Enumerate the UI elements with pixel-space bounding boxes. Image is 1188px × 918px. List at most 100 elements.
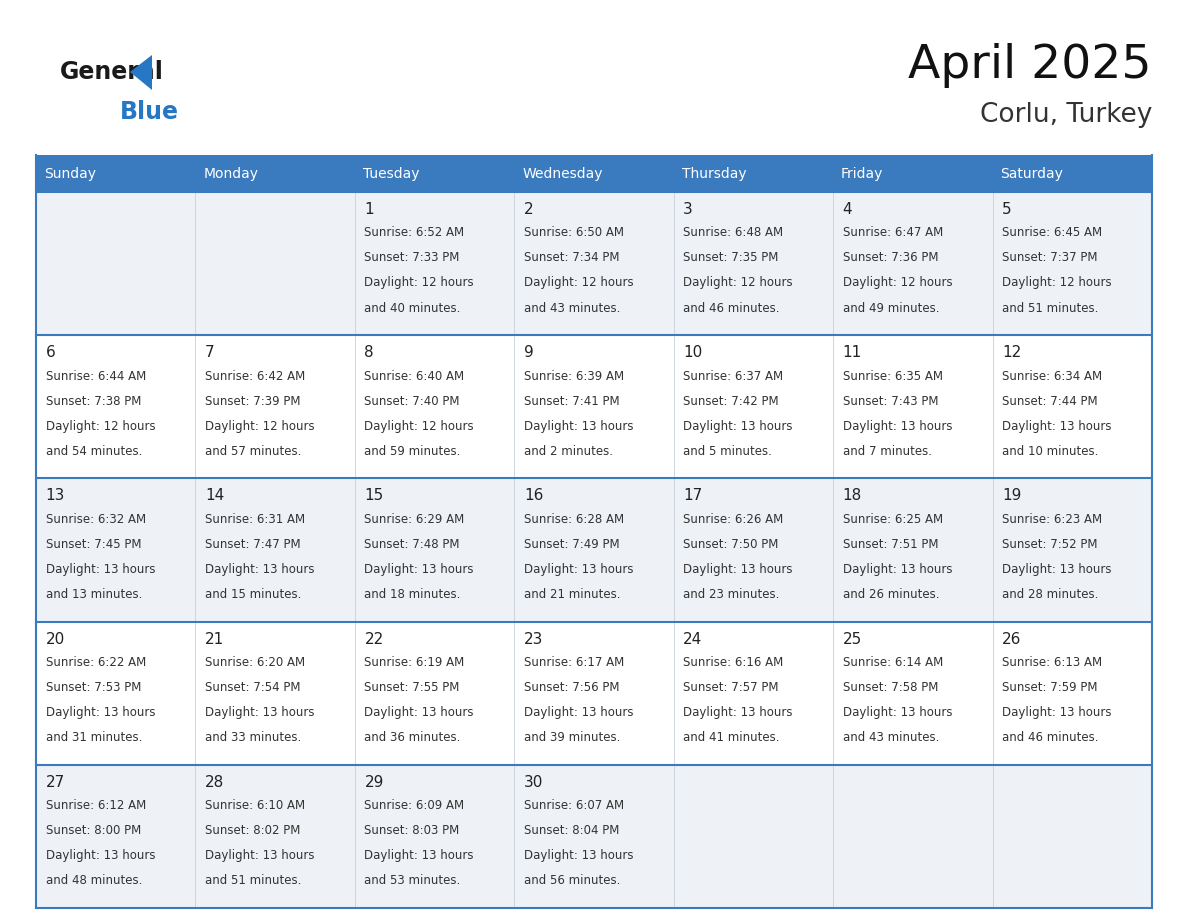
Text: Sunset: 7:39 PM: Sunset: 7:39 PM [206, 395, 301, 408]
Text: and 49 minutes.: and 49 minutes. [842, 301, 940, 315]
Text: Sunrise: 6:47 AM: Sunrise: 6:47 AM [842, 227, 943, 240]
Text: Sunset: 7:50 PM: Sunset: 7:50 PM [683, 538, 778, 551]
Text: Sunset: 7:36 PM: Sunset: 7:36 PM [842, 252, 939, 264]
Text: Sunset: 7:57 PM: Sunset: 7:57 PM [683, 681, 779, 694]
Text: Sunset: 7:43 PM: Sunset: 7:43 PM [842, 395, 939, 408]
Text: 15: 15 [365, 488, 384, 503]
Text: Sunrise: 6:23 AM: Sunrise: 6:23 AM [1003, 513, 1102, 526]
Text: Daylight: 13 hours: Daylight: 13 hours [206, 849, 315, 862]
Bar [36, 335, 1152, 478]
Text: and 53 minutes.: and 53 minutes. [365, 874, 461, 888]
Bar [36, 765, 1152, 908]
Text: and 26 minutes.: and 26 minutes. [842, 588, 940, 601]
Text: Sunset: 7:40 PM: Sunset: 7:40 PM [365, 395, 460, 408]
Text: Sunset: 7:55 PM: Sunset: 7:55 PM [365, 681, 460, 694]
Text: 18: 18 [842, 488, 862, 503]
Text: 4: 4 [842, 202, 852, 217]
Bar [36, 478, 1152, 621]
Text: Daylight: 13 hours: Daylight: 13 hours [365, 706, 474, 719]
Text: Tuesday: Tuesday [362, 166, 419, 181]
Text: and 57 minutes.: and 57 minutes. [206, 444, 302, 458]
Text: Daylight: 12 hours: Daylight: 12 hours [842, 276, 953, 289]
Text: Daylight: 13 hours: Daylight: 13 hours [365, 563, 474, 576]
Text: Daylight: 13 hours: Daylight: 13 hours [842, 420, 953, 432]
Text: and 43 minutes.: and 43 minutes. [524, 301, 620, 315]
Text: Sunrise: 6:16 AM: Sunrise: 6:16 AM [683, 656, 784, 669]
Text: Daylight: 13 hours: Daylight: 13 hours [524, 706, 633, 719]
Text: Sunrise: 6:31 AM: Sunrise: 6:31 AM [206, 513, 305, 526]
Bar [833, 155, 992, 192]
Text: and 15 minutes.: and 15 minutes. [206, 588, 302, 601]
Text: Sunday: Sunday [44, 166, 96, 181]
Text: 28: 28 [206, 775, 225, 789]
Text: Daylight: 13 hours: Daylight: 13 hours [524, 420, 633, 432]
Text: Sunset: 7:53 PM: Sunset: 7:53 PM [45, 681, 141, 694]
Polygon shape [129, 55, 152, 90]
Text: Daylight: 13 hours: Daylight: 13 hours [842, 563, 953, 576]
Text: Sunset: 8:04 PM: Sunset: 8:04 PM [524, 824, 619, 837]
Text: Sunset: 7:47 PM: Sunset: 7:47 PM [206, 538, 301, 551]
Text: Daylight: 12 hours: Daylight: 12 hours [683, 276, 792, 289]
Text: Sunrise: 6:34 AM: Sunrise: 6:34 AM [1003, 370, 1102, 383]
Text: Sunrise: 6:22 AM: Sunrise: 6:22 AM [45, 656, 146, 669]
Text: Sunset: 7:44 PM: Sunset: 7:44 PM [1003, 395, 1098, 408]
Text: Sunset: 7:35 PM: Sunset: 7:35 PM [683, 252, 778, 264]
Text: 9: 9 [524, 345, 533, 360]
Text: and 46 minutes.: and 46 minutes. [683, 301, 779, 315]
Bar [36, 155, 196, 192]
Text: Daylight: 12 hours: Daylight: 12 hours [524, 276, 633, 289]
Text: Sunrise: 6:09 AM: Sunrise: 6:09 AM [365, 800, 465, 812]
Text: Daylight: 13 hours: Daylight: 13 hours [842, 706, 953, 719]
Text: Sunset: 7:58 PM: Sunset: 7:58 PM [842, 681, 939, 694]
Text: Sunrise: 6:35 AM: Sunrise: 6:35 AM [842, 370, 943, 383]
Text: 3: 3 [683, 202, 693, 217]
Text: and 39 minutes.: and 39 minutes. [524, 731, 620, 744]
Text: Sunrise: 6:26 AM: Sunrise: 6:26 AM [683, 513, 784, 526]
Text: and 51 minutes.: and 51 minutes. [206, 874, 302, 888]
Bar [36, 621, 1152, 765]
Text: and 5 minutes.: and 5 minutes. [683, 444, 772, 458]
Text: Thursday: Thursday [682, 166, 746, 181]
Bar [36, 192, 1152, 335]
Text: General: General [61, 60, 164, 84]
Text: Sunset: 7:37 PM: Sunset: 7:37 PM [1003, 252, 1098, 264]
Text: 13: 13 [45, 488, 65, 503]
Text: and 56 minutes.: and 56 minutes. [524, 874, 620, 888]
Text: 16: 16 [524, 488, 543, 503]
Text: Daylight: 13 hours: Daylight: 13 hours [45, 563, 156, 576]
Text: and 51 minutes.: and 51 minutes. [1003, 301, 1099, 315]
Text: Daylight: 13 hours: Daylight: 13 hours [683, 420, 792, 432]
Text: Sunset: 7:33 PM: Sunset: 7:33 PM [365, 252, 460, 264]
Text: Daylight: 13 hours: Daylight: 13 hours [365, 849, 474, 862]
Text: Sunset: 8:02 PM: Sunset: 8:02 PM [206, 824, 301, 837]
Text: Sunrise: 6:52 AM: Sunrise: 6:52 AM [365, 227, 465, 240]
Text: Sunrise: 6:44 AM: Sunrise: 6:44 AM [45, 370, 146, 383]
Text: 26: 26 [1003, 632, 1022, 646]
Text: and 10 minutes.: and 10 minutes. [1003, 444, 1099, 458]
Text: Sunrise: 6:14 AM: Sunrise: 6:14 AM [842, 656, 943, 669]
Text: 20: 20 [45, 632, 65, 646]
Text: Sunrise: 6:20 AM: Sunrise: 6:20 AM [206, 656, 305, 669]
Text: 30: 30 [524, 775, 543, 789]
Text: and 46 minutes.: and 46 minutes. [1003, 731, 1099, 744]
Text: Sunrise: 6:29 AM: Sunrise: 6:29 AM [365, 513, 465, 526]
Text: and 28 minutes.: and 28 minutes. [1003, 588, 1099, 601]
Text: Sunrise: 6:12 AM: Sunrise: 6:12 AM [45, 800, 146, 812]
Text: Sunset: 7:52 PM: Sunset: 7:52 PM [1003, 538, 1098, 551]
Text: 25: 25 [842, 632, 862, 646]
Text: Daylight: 13 hours: Daylight: 13 hours [683, 563, 792, 576]
Text: Daylight: 13 hours: Daylight: 13 hours [206, 563, 315, 576]
Text: Daylight: 13 hours: Daylight: 13 hours [45, 706, 156, 719]
Text: and 2 minutes.: and 2 minutes. [524, 444, 613, 458]
Text: Wednesday: Wednesday [523, 166, 602, 181]
Text: Daylight: 12 hours: Daylight: 12 hours [1003, 276, 1112, 289]
Text: Sunrise: 6:13 AM: Sunrise: 6:13 AM [1003, 656, 1102, 669]
Text: Daylight: 13 hours: Daylight: 13 hours [45, 849, 156, 862]
Text: April 2025: April 2025 [909, 42, 1152, 87]
Text: 29: 29 [365, 775, 384, 789]
Text: 21: 21 [206, 632, 225, 646]
Text: Daylight: 13 hours: Daylight: 13 hours [683, 706, 792, 719]
Text: Daylight: 13 hours: Daylight: 13 hours [1003, 563, 1112, 576]
Text: and 21 minutes.: and 21 minutes. [524, 588, 620, 601]
Bar [196, 155, 355, 192]
